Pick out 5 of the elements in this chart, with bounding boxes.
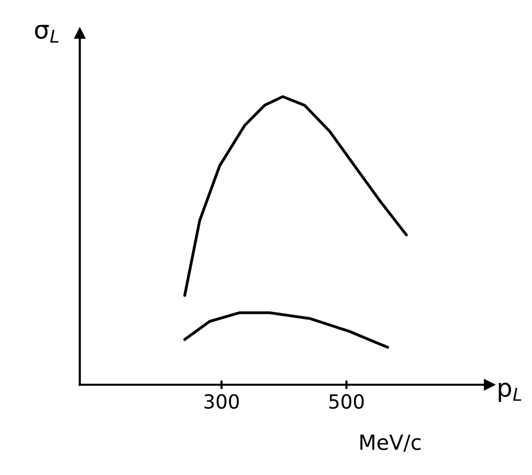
x-axis-title: p$_{L}$ <box>498 382 522 402</box>
text: MeV/c <box>360 434 421 452</box>
x-tick-label: 500 <box>329 394 364 409</box>
y-axis-title: σ$_{L}$ <box>35 24 58 43</box>
x-tick-label: 300 <box>204 394 239 409</box>
